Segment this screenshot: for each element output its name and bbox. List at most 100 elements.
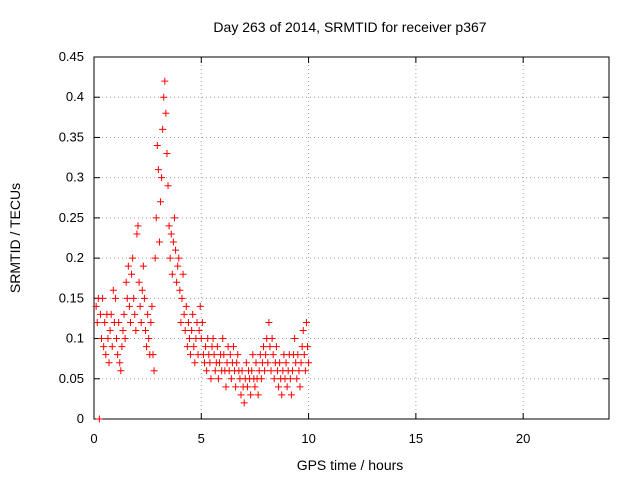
data-point <box>232 383 240 391</box>
data-point <box>170 214 178 222</box>
data-point <box>301 367 309 375</box>
data-point <box>178 294 186 302</box>
data-point <box>240 399 248 407</box>
data-point <box>151 254 159 262</box>
data-point <box>270 375 278 383</box>
data-point <box>275 383 283 391</box>
y-tick-label: 0.2 <box>66 250 84 265</box>
data-point <box>211 367 219 375</box>
data-point <box>185 335 193 343</box>
data-point <box>198 318 206 326</box>
data-point <box>243 383 251 391</box>
data-point <box>203 367 211 375</box>
data-point <box>297 359 305 367</box>
data-point <box>155 238 163 246</box>
data-point <box>207 375 215 383</box>
data-point <box>165 222 173 230</box>
data-point <box>213 343 221 351</box>
data-point <box>137 318 145 326</box>
data-point <box>172 246 180 254</box>
data-point <box>196 302 204 310</box>
data-point <box>131 310 139 318</box>
x-tick-label: 20 <box>516 431 530 446</box>
data-point <box>162 109 170 117</box>
data-point <box>169 238 177 246</box>
data-point <box>136 302 144 310</box>
data-point <box>299 327 307 335</box>
data-point <box>174 262 182 270</box>
data-point <box>184 318 192 326</box>
data-point <box>254 391 262 399</box>
data-point <box>237 391 245 399</box>
data-point <box>191 359 199 367</box>
data-point <box>119 327 127 335</box>
data-point <box>114 351 122 359</box>
data-point <box>233 359 241 367</box>
data-point <box>145 335 153 343</box>
y-tick-label: 0.3 <box>66 170 84 185</box>
data-point <box>159 125 167 133</box>
data-point <box>135 278 143 286</box>
data-point <box>147 318 155 326</box>
data-point <box>108 343 116 351</box>
data-point <box>148 302 156 310</box>
data-point <box>157 198 165 206</box>
data-point <box>227 375 235 383</box>
data-point <box>144 310 152 318</box>
data-point <box>226 351 234 359</box>
data-point <box>140 294 148 302</box>
data-point <box>101 318 109 326</box>
data-point <box>222 383 230 391</box>
data-point <box>116 359 124 367</box>
data-point <box>138 286 146 294</box>
data-point <box>139 262 147 270</box>
data-point <box>276 359 284 367</box>
data-point <box>175 254 183 262</box>
data-point <box>133 230 141 238</box>
data-point <box>107 310 115 318</box>
data-point <box>142 327 149 335</box>
data-point <box>249 351 257 359</box>
data-point <box>268 335 276 343</box>
data-point <box>291 335 299 343</box>
data-point <box>282 359 290 367</box>
data-point <box>248 367 256 375</box>
data-point <box>181 327 189 335</box>
data-point <box>134 222 142 230</box>
data-point <box>234 351 242 359</box>
data-point <box>111 294 119 302</box>
data-point <box>121 335 129 343</box>
data-point <box>129 254 137 262</box>
data-point <box>104 335 112 343</box>
data-point <box>118 343 126 351</box>
data-point <box>105 359 113 367</box>
data-point <box>189 310 197 318</box>
data-point <box>294 351 302 359</box>
data-point <box>95 415 103 423</box>
data-point <box>92 302 100 310</box>
data-point <box>295 367 303 375</box>
data-point <box>302 318 310 326</box>
tick-labels: 0 0.05 0.1 0.15 0.2 0.25 0.3 0.35 0.4 0.45 0 5 10 15 2… <box>59 49 531 446</box>
y-tick-label: 0.05 <box>59 371 84 386</box>
data-point <box>117 367 125 375</box>
data-point <box>158 174 166 182</box>
data-point <box>210 351 218 359</box>
data-point <box>305 359 313 367</box>
data-point <box>125 302 133 310</box>
data-point <box>214 375 222 383</box>
data-point <box>177 318 185 326</box>
data-point <box>190 343 198 351</box>
data-point <box>123 294 131 302</box>
data-point <box>179 270 187 278</box>
data-point <box>296 383 304 391</box>
data-point <box>260 343 268 351</box>
gridlines <box>94 57 609 419</box>
data-point <box>124 262 132 270</box>
x-axis-label: GPS time / hours <box>297 457 404 473</box>
data-point <box>167 230 175 238</box>
y-tick-label: 0.4 <box>66 89 84 104</box>
x-tick-label: 5 <box>198 431 205 446</box>
data-point <box>115 318 123 326</box>
